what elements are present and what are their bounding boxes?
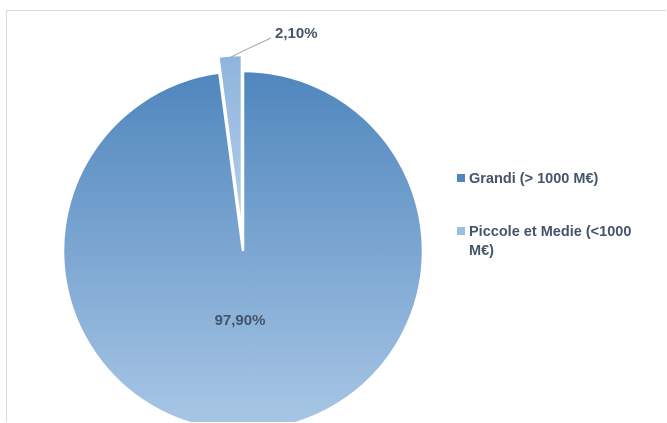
pie-slice-piccole-medie <box>216 53 244 236</box>
pie-chart: 97,90% 2,10% Grandi (> 1000 M€) Piccole et… <box>61 25 631 422</box>
slices-layer <box>61 53 425 422</box>
legend-label: Grandi (> 1000 M€) <box>469 171 599 187</box>
chart-frame: 97,90% 2,10% Grandi (> 1000 M€) Piccole et… <box>6 10 666 422</box>
legend: Grandi (> 1000 M€) Piccole et Medie (<100… <box>457 171 631 259</box>
data-label-grandi: 97,90% <box>215 312 266 329</box>
leader-line <box>229 37 272 58</box>
legend-swatch <box>457 174 465 182</box>
pie-slice-grandi <box>61 69 425 422</box>
legend-item-grandi: Grandi (> 1000 M€) <box>457 171 599 187</box>
data-labels-layer: 97,90% 2,10% <box>215 25 318 329</box>
data-label-piccole-medie: 2,10% <box>275 25 318 42</box>
legend-item-piccole-medie: Piccole et Medie (<1000 M€) <box>457 224 631 259</box>
legend-swatch <box>457 227 465 235</box>
legend-label: Piccole et Medie (<1000 M€) <box>469 224 631 259</box>
